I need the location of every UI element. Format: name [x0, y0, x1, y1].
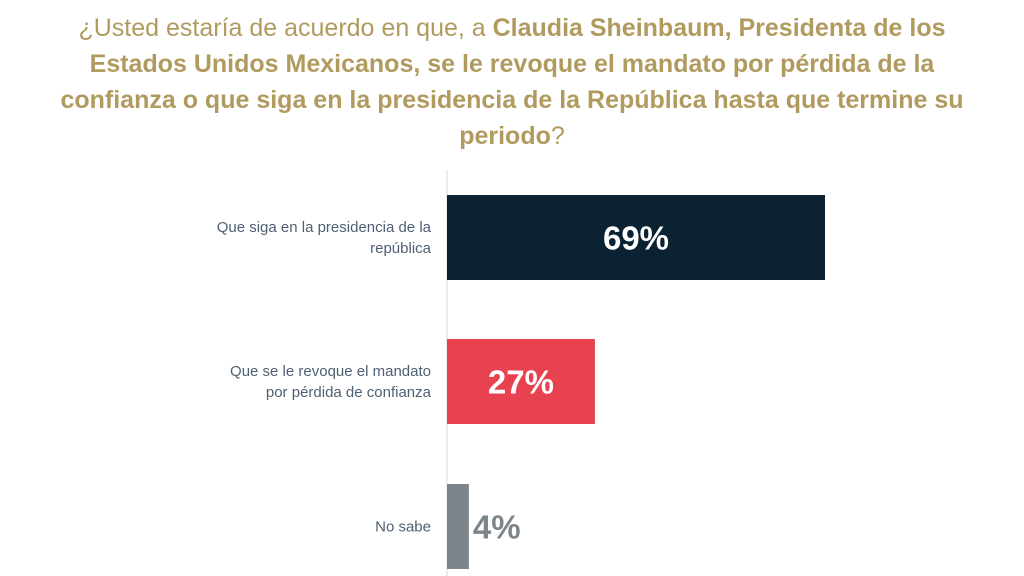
category-label-1-line-2: república [370, 240, 432, 257]
value-label-1: 69% [603, 220, 669, 257]
bar-3 [447, 484, 469, 569]
chart-title: ¿Usted estaría de acuerdo en que, a Clau… [40, 10, 984, 154]
chart-title-part-2: Claudia Sheinbaum, Presidenta de los Est… [60, 14, 964, 150]
category-label-2-line-1: Que se le revoque el mandato [230, 363, 431, 380]
chart-title-part-1: ¿Usted estaría de acuerdo en que, a [78, 14, 493, 42]
bar-2 [447, 339, 595, 424]
bar-1 [447, 195, 825, 280]
category-label-2-line-2: por pérdida de confianza [266, 384, 432, 401]
value-label-2: 27% [488, 364, 554, 401]
category-label-1-line-1: Que siga en la presidencia de la [217, 219, 432, 236]
category-label-3-line-1: No sabe [375, 519, 431, 536]
chart-title-part-3: ? [550, 122, 565, 150]
value-label-3: 4% [473, 509, 521, 546]
